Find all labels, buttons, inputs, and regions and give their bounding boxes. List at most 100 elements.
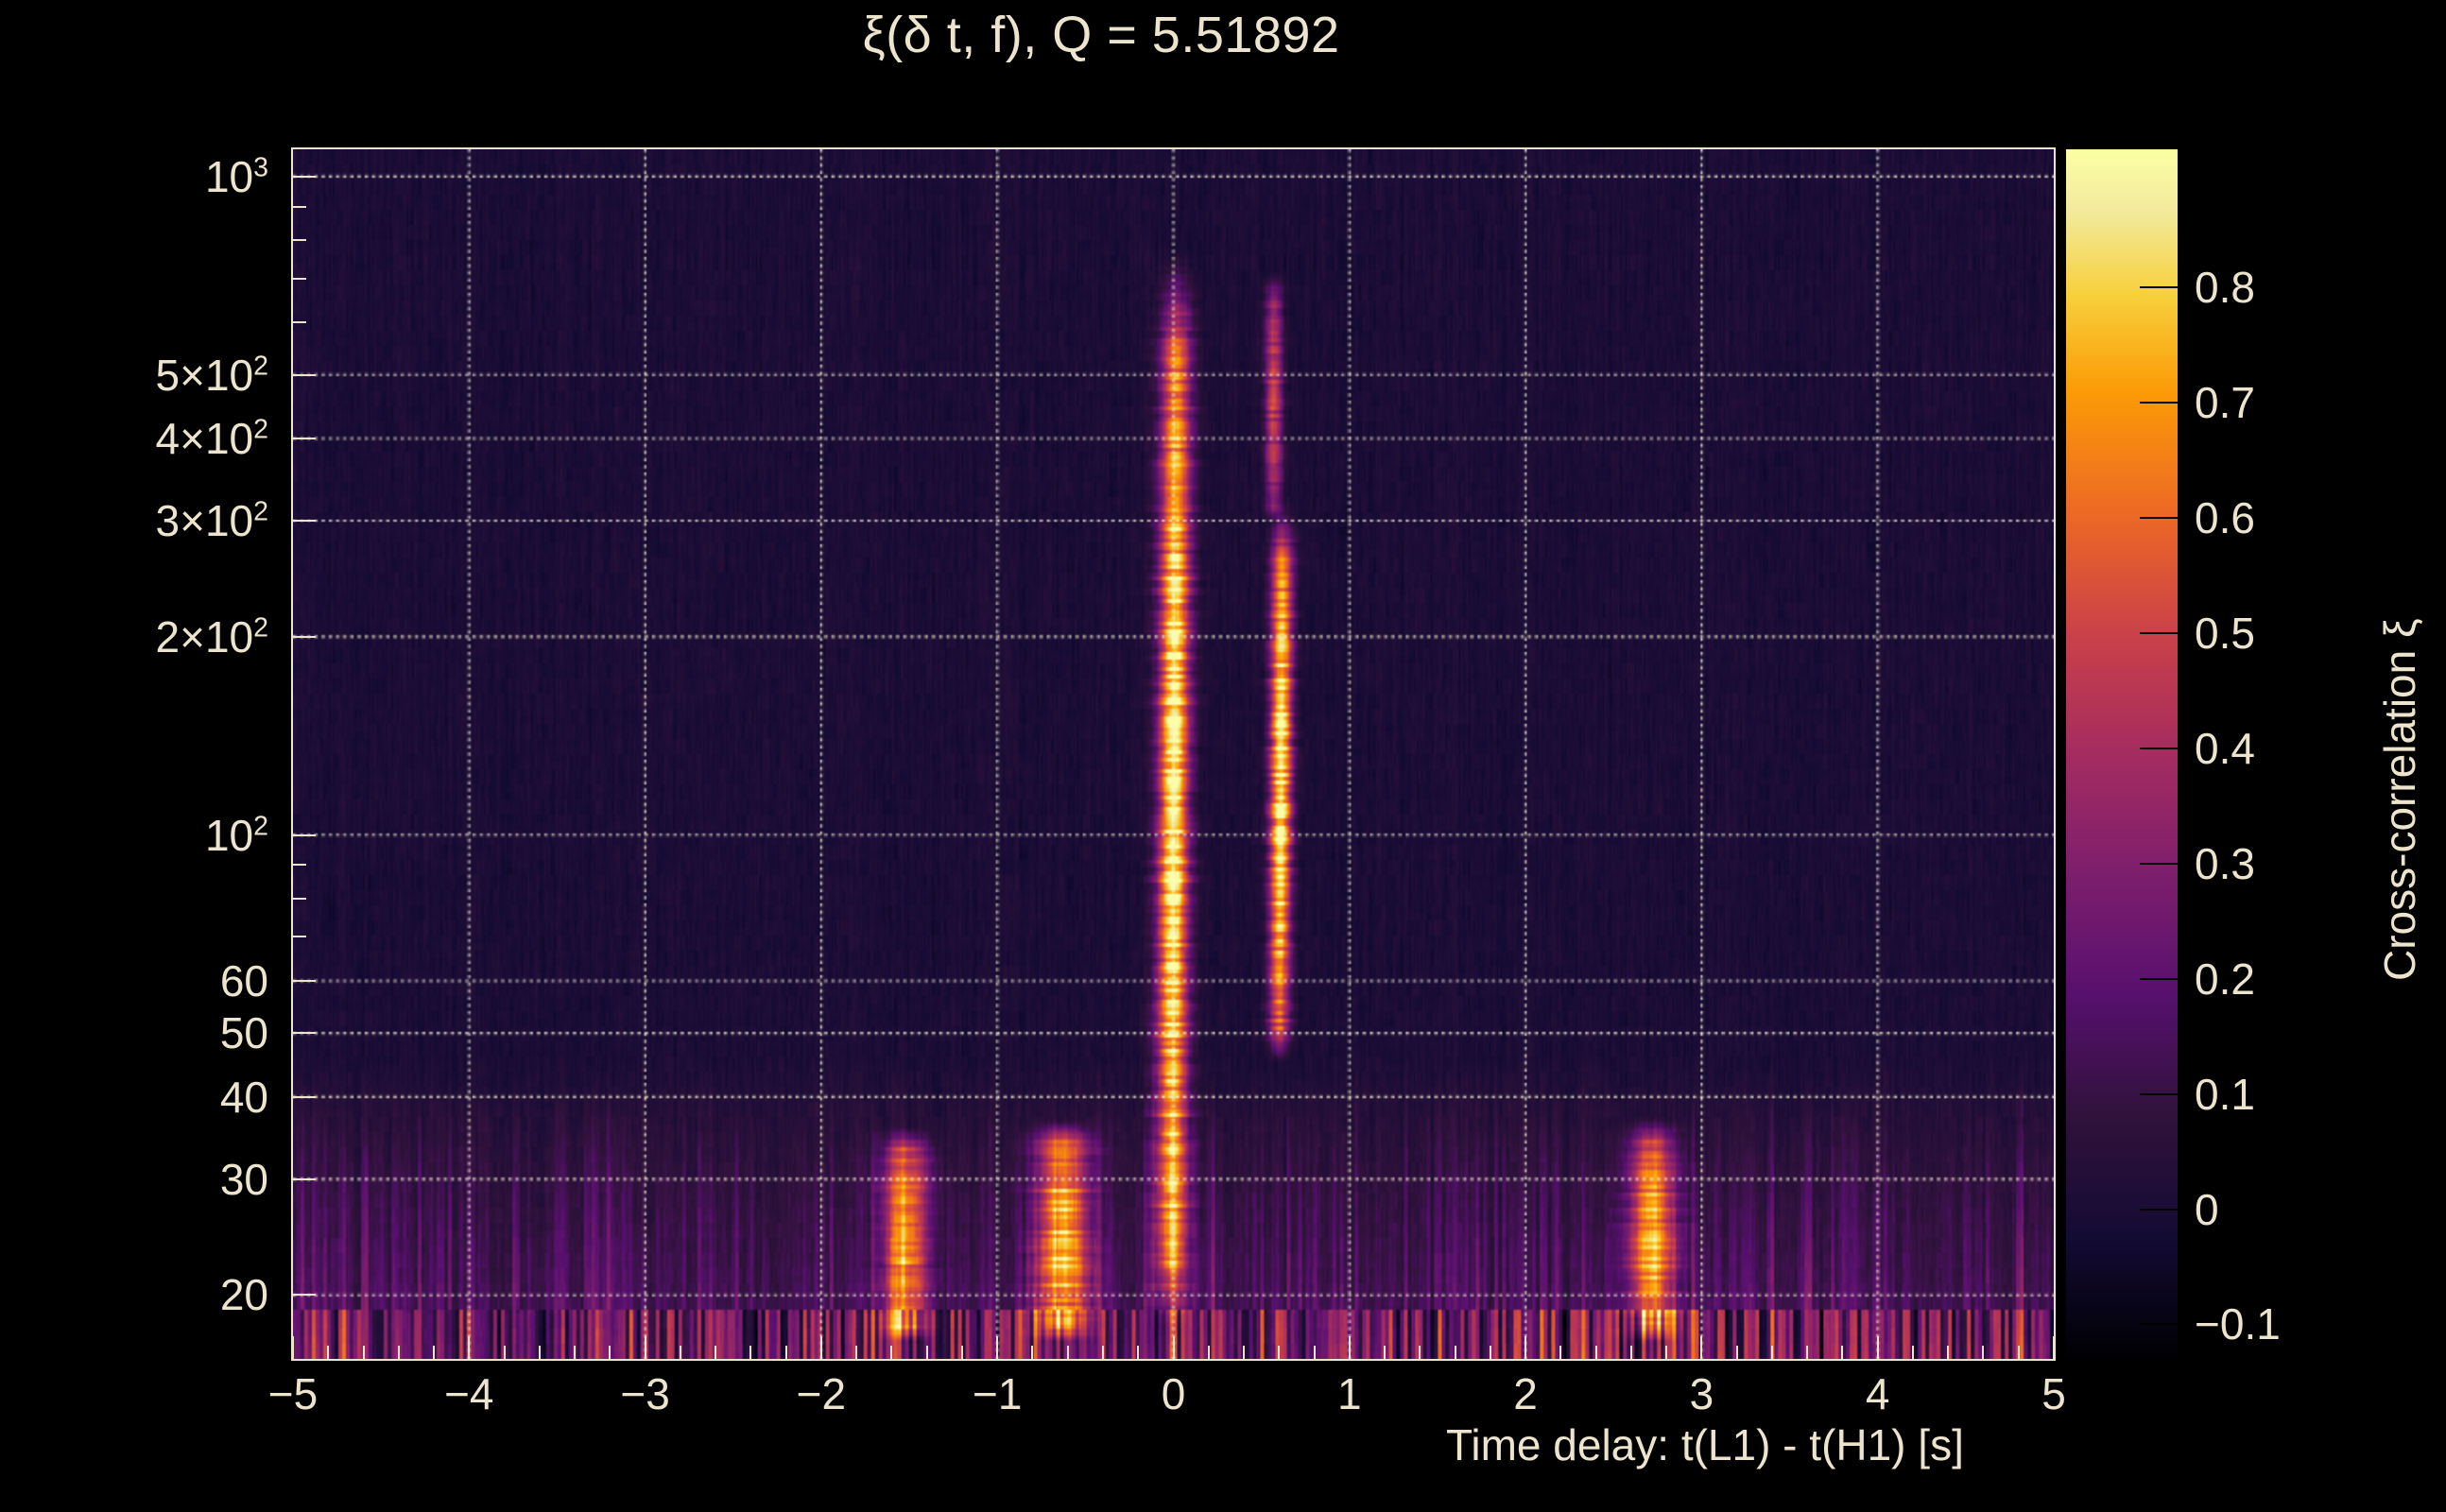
colorbar-tick: [2140, 1208, 2178, 1211]
y-tick-minor: [293, 205, 306, 208]
x-tick-minor: [749, 1346, 752, 1359]
colorbar-tick-label: 0.5: [2195, 609, 2255, 658]
x-axis-title: Time delay: t(L1) - t(H1) [s]: [1446, 1420, 1964, 1469]
x-tick-label: −1: [972, 1369, 1023, 1418]
y-tick-minor: [293, 175, 306, 178]
x-tick-major: [644, 1336, 646, 1359]
x-tick-minor: [574, 1346, 577, 1359]
x-tick-minor: [1489, 1346, 1491, 1359]
x-tick-label: 0: [1161, 1369, 1186, 1418]
x-tick-minor: [1911, 1346, 1914, 1359]
x-tick-minor: [1243, 1346, 1246, 1359]
x-tick-label: 5: [2041, 1369, 2066, 1418]
colorbar-tick: [2140, 286, 2178, 289]
x-tick-minor: [1559, 1346, 1562, 1359]
y-tick-label: 60: [219, 956, 268, 1006]
x-tick-label: −5: [267, 1369, 319, 1418]
page-title: ξ(δ t, f), Q = 5.51892: [862, 7, 1340, 63]
y-tick-minor: [293, 980, 306, 983]
y-tick-minor: [293, 864, 306, 867]
spectrogram-heatmap: [293, 149, 2054, 1359]
colorbar-title: Cross-correlation ξ: [2375, 618, 2424, 981]
y-tick-label: 4×102: [155, 414, 268, 464]
x-tick-minor: [1384, 1346, 1387, 1359]
x-tick-minor: [609, 1346, 612, 1359]
colorbar-tick-label: 0.7: [2195, 378, 2255, 428]
y-tick-minor: [293, 520, 306, 523]
x-tick-minor: [1313, 1346, 1316, 1359]
x-tick-minor: [2017, 1346, 2020, 1359]
x-tick-label: 3: [1689, 1369, 1714, 1418]
colorbar-tick-label: 0.6: [2195, 493, 2255, 543]
y-tick-label: 40: [219, 1072, 268, 1122]
y-tick-minor: [293, 239, 306, 242]
x-tick-minor: [1841, 1346, 1844, 1359]
x-tick-minor: [1066, 1346, 1069, 1359]
colorbar-gradient: [2066, 149, 2178, 1359]
x-tick-label: 4: [1865, 1369, 1890, 1418]
y-tick-minor: [293, 277, 306, 280]
x-tick-minor: [960, 1346, 963, 1359]
x-tick-minor: [1629, 1346, 1632, 1359]
spectrogram-plot-area[interactable]: [291, 147, 2056, 1361]
x-tick-minor: [538, 1346, 541, 1359]
colorbar-tick: [2140, 1323, 2178, 1326]
y-tick-label: 30: [219, 1154, 268, 1204]
colorbar-tick: [2140, 977, 2178, 980]
x-tick-major: [2053, 1336, 2055, 1359]
x-tick-minor: [1594, 1346, 1597, 1359]
y-tick-minor: [293, 1032, 306, 1035]
y-tick-minor: [293, 936, 306, 938]
y-tick-label: 2×102: [155, 611, 268, 662]
x-tick-label: 1: [1337, 1369, 1362, 1418]
x-tick-label: −4: [444, 1369, 494, 1418]
x-tick-minor: [1735, 1346, 1738, 1359]
x-tick-major: [819, 1336, 822, 1359]
colorbar-tick-label: 0.8: [2195, 263, 2255, 313]
y-tick-label: 102: [204, 810, 268, 860]
x-tick-major: [1876, 1336, 1879, 1359]
x-tick-minor: [1207, 1346, 1210, 1359]
colorbar-tick-label: 0.3: [2195, 838, 2255, 888]
x-tick-minor: [1770, 1346, 1773, 1359]
x-tick-major: [1524, 1336, 1527, 1359]
x-tick-minor: [784, 1346, 787, 1359]
y-tick-minor: [293, 1294, 306, 1297]
x-tick-major: [1172, 1336, 1175, 1359]
x-tick-minor: [1101, 1346, 1104, 1359]
x-tick-minor: [362, 1346, 365, 1359]
colorbar[interactable]: [2066, 149, 2178, 1359]
colorbar-tick: [2140, 632, 2178, 634]
colorbar-tick-label: 0.1: [2195, 1069, 2255, 1119]
x-tick-label: −3: [620, 1369, 670, 1418]
x-tick-minor: [1278, 1346, 1281, 1359]
colorbar-tick: [2140, 862, 2178, 865]
colorbar-tick: [2140, 517, 2178, 520]
y-tick-minor: [293, 1177, 306, 1180]
x-tick-minor: [855, 1346, 858, 1359]
colorbar-tick-label: 0: [2195, 1184, 2219, 1234]
x-tick-label: 2: [1513, 1369, 1538, 1418]
x-tick-minor: [1137, 1346, 1140, 1359]
x-tick-minor: [1982, 1346, 1985, 1359]
x-tick-minor: [1419, 1346, 1421, 1359]
x-tick-major: [1700, 1336, 1703, 1359]
y-tick-minor: [293, 438, 306, 440]
colorbar-tick: [2140, 747, 2178, 749]
colorbar-tick-label: 0.2: [2195, 954, 2255, 1004]
x-tick-minor: [890, 1346, 893, 1359]
colorbar-tick-label: −0.1: [2195, 1299, 2281, 1349]
y-tick-minor: [293, 373, 306, 376]
x-tick-minor: [1665, 1346, 1668, 1359]
x-tick-minor: [1947, 1346, 1950, 1359]
x-tick-major: [292, 1336, 294, 1359]
x-tick-minor: [715, 1346, 717, 1359]
x-tick-major: [1348, 1336, 1351, 1359]
x-tick-minor: [327, 1346, 330, 1359]
x-tick-minor: [433, 1346, 436, 1359]
x-tick-major: [468, 1336, 471, 1359]
y-tick-label: 5×102: [155, 350, 268, 400]
y-tick-label: 20: [219, 1270, 268, 1320]
colorbar-tick: [2140, 1092, 2178, 1095]
colorbar-tick: [2140, 402, 2178, 404]
